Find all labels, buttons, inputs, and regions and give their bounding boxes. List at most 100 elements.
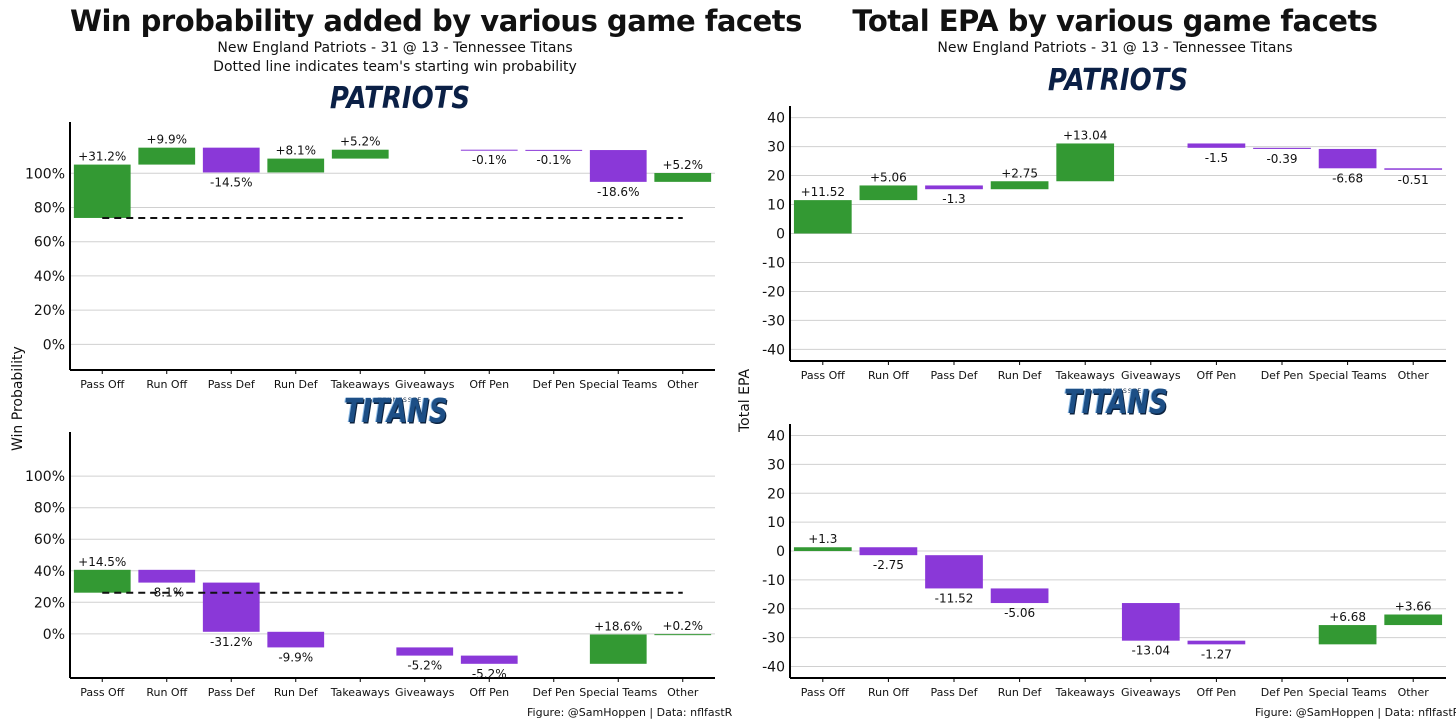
x-tick-label: Takeaways bbox=[330, 378, 390, 391]
bar bbox=[331, 149, 389, 159]
x-tick-label: Run Off bbox=[146, 378, 187, 391]
y-tick-label: 0% bbox=[43, 337, 65, 353]
titans-logo-small-right: TENNESSEE bbox=[1097, 388, 1143, 395]
data-label: +13.04 bbox=[1063, 128, 1107, 142]
x-tick-label: Special Teams bbox=[1309, 686, 1387, 699]
y-tick-label: -10 bbox=[762, 255, 785, 271]
bar bbox=[460, 149, 518, 151]
bar bbox=[1121, 603, 1180, 641]
x-tick-label: Special Teams bbox=[1309, 369, 1387, 382]
x-tick-label: Off Pen bbox=[469, 686, 509, 699]
y-tick-label: 100% bbox=[25, 166, 65, 182]
data-label: -14.5% bbox=[210, 175, 252, 189]
bar bbox=[1318, 148, 1377, 169]
left-chart-subtitle: New England Patriots - 31 @ 13 - Tenness… bbox=[217, 40, 573, 56]
data-label: -6.68 bbox=[1332, 171, 1363, 185]
x-tick-label: Takeaways bbox=[330, 686, 390, 699]
bar bbox=[138, 147, 196, 165]
data-label: -13.04 bbox=[1131, 644, 1170, 658]
right-chart-subtitle: New England Patriots - 31 @ 13 - Tenness… bbox=[937, 40, 1293, 56]
x-tick-label: Other bbox=[1398, 686, 1430, 699]
x-tick-label: Pass Off bbox=[80, 686, 124, 699]
x-tick-label: Run Off bbox=[868, 369, 909, 382]
x-tick-label: Pass Def bbox=[931, 686, 979, 699]
y-tick-label: 40 bbox=[767, 429, 785, 445]
y-tick-label: 100% bbox=[25, 469, 65, 485]
data-label: -5.06 bbox=[1004, 606, 1035, 620]
y-tick-label: 40% bbox=[34, 269, 65, 285]
wp-patriots-chart: 0% 20% 40% 60% 80% 100% Pass Off Run Off Pass De… bbox=[25, 122, 715, 391]
bar bbox=[793, 547, 852, 551]
data-label: -0.39 bbox=[1266, 152, 1297, 166]
bar bbox=[654, 634, 712, 636]
x-tick-label: Giveaways bbox=[1121, 686, 1181, 699]
data-label: +9.9% bbox=[146, 133, 187, 147]
data-label: -1.3 bbox=[942, 192, 965, 206]
data-label: +8.1% bbox=[275, 144, 316, 158]
left-caption: Figure: @SamHoppen | Data: nflfastR bbox=[527, 706, 733, 719]
epa-patriots-chart: -40 -30 -20 -10 0 10 20 30 40 Pass Off Run Off Pass… bbox=[762, 106, 1446, 382]
bar bbox=[589, 150, 647, 182]
bar bbox=[990, 181, 1049, 190]
data-label: +11.52 bbox=[801, 185, 845, 199]
bar bbox=[859, 185, 918, 201]
bar bbox=[73, 569, 131, 593]
y-tick-label: 20 bbox=[767, 169, 785, 185]
x-tick-label: Off Pen bbox=[1197, 686, 1237, 699]
bar bbox=[460, 655, 518, 664]
left-chart-title: Win probability added by various game fa… bbox=[70, 4, 802, 38]
bar bbox=[1056, 143, 1115, 182]
titans-logo-small-left: TENNESSEE bbox=[377, 397, 423, 404]
x-tick-label: Special Teams bbox=[579, 686, 657, 699]
y-tick-label: 20% bbox=[34, 595, 65, 611]
left-chart-subtitle-note: Dotted line indicates team's starting wi… bbox=[213, 59, 577, 75]
bar bbox=[589, 634, 647, 664]
x-tick-label: Other bbox=[667, 378, 699, 391]
x-tick-label: Other bbox=[667, 686, 699, 699]
data-label: +5.2% bbox=[662, 158, 703, 172]
data-label: +2.75 bbox=[1001, 166, 1038, 180]
x-tick-label: Run Def bbox=[274, 378, 319, 391]
data-label: -0.51 bbox=[1398, 173, 1429, 187]
y-tick-label: 20% bbox=[34, 303, 65, 319]
x-tick-label: Run Def bbox=[998, 686, 1043, 699]
y-tick-label: 20 bbox=[767, 486, 785, 502]
y-tick-label: -20 bbox=[762, 284, 785, 300]
data-label: -18.6% bbox=[597, 185, 639, 199]
y-tick-label: 30 bbox=[767, 457, 785, 473]
data-label: -5.2% bbox=[407, 659, 442, 673]
x-tick-label: Pass Off bbox=[801, 686, 845, 699]
bar bbox=[267, 631, 325, 648]
bar bbox=[73, 164, 131, 218]
bar bbox=[793, 200, 852, 234]
x-tick-label: Def Pen bbox=[532, 686, 575, 699]
patriots-logo-right: PATRIOTS bbox=[1047, 63, 1189, 99]
data-label: +31.2% bbox=[78, 150, 126, 164]
data-label: +5.2% bbox=[340, 135, 381, 149]
bar bbox=[1187, 640, 1246, 645]
patriots-logo-left: PATRIOTS bbox=[329, 81, 471, 117]
bar bbox=[925, 555, 983, 589]
y-tick-label: 0% bbox=[43, 627, 65, 643]
y-tick-label: -40 bbox=[762, 342, 785, 358]
y-tick-label: 40 bbox=[767, 111, 785, 127]
bar bbox=[202, 582, 260, 632]
data-label: +1.3 bbox=[808, 532, 837, 546]
x-tick-label: Run Def bbox=[274, 686, 319, 699]
titans-logo-left: TITANS bbox=[344, 393, 448, 431]
x-tick-label: Pass Off bbox=[80, 378, 124, 391]
right-caption: Figure: @SamHoppen | Data: nflfastR bbox=[1255, 706, 1456, 719]
y-tick-label: -10 bbox=[762, 573, 785, 589]
data-label: +5.06 bbox=[870, 170, 907, 184]
y-tick-label: 80% bbox=[34, 201, 65, 217]
bar bbox=[859, 547, 918, 556]
bar bbox=[202, 147, 260, 173]
y-tick-label: 10 bbox=[767, 515, 785, 531]
y-tick-label: -30 bbox=[762, 313, 785, 329]
y-tick-label: 30 bbox=[767, 140, 785, 156]
bar bbox=[1384, 168, 1443, 170]
data-label: -0.1% bbox=[472, 153, 507, 167]
x-tick-label: Pass Off bbox=[801, 369, 845, 382]
x-tick-label: Off Pen bbox=[1197, 369, 1237, 382]
titans-logo-right: TITANS bbox=[1064, 384, 1168, 422]
